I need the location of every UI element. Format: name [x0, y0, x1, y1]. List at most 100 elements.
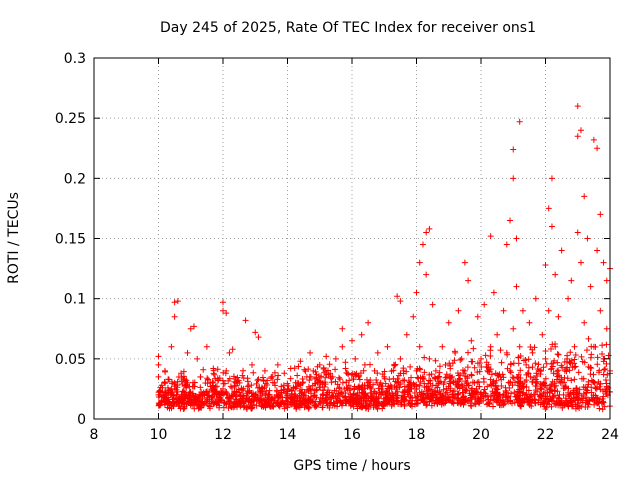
data-point — [313, 394, 320, 401]
data-point — [239, 372, 246, 379]
data-point — [523, 361, 530, 368]
data-point — [284, 385, 291, 392]
data-point — [581, 193, 588, 200]
baseline-point — [197, 404, 204, 411]
baseline-point — [423, 388, 430, 395]
baseline-point — [526, 396, 533, 403]
baseline-point — [532, 400, 539, 407]
baseline-point — [301, 389, 308, 396]
baseline-point — [302, 368, 309, 375]
baseline-point — [564, 364, 571, 371]
baseline-point — [213, 383, 220, 390]
data-point — [545, 205, 552, 212]
baseline-point — [410, 380, 417, 387]
baseline-point — [421, 369, 428, 376]
baseline-point — [493, 386, 500, 393]
baseline-point — [575, 369, 582, 376]
data-point — [310, 367, 317, 374]
baseline-point — [492, 383, 499, 390]
baseline-point — [522, 356, 529, 363]
baseline-point — [323, 371, 330, 378]
baseline-point — [463, 387, 470, 394]
x-tick-label: 18 — [408, 427, 426, 443]
baseline-point — [517, 403, 524, 410]
baseline-point — [467, 394, 474, 401]
baseline-point — [552, 387, 559, 394]
y-tick-label: 0.1 — [64, 292, 86, 308]
baseline-point — [544, 400, 551, 407]
baseline-point — [411, 401, 418, 408]
data-point — [345, 382, 352, 389]
baseline-point — [354, 405, 361, 412]
data-point — [432, 367, 439, 374]
baseline-point — [240, 367, 247, 374]
baseline-point — [448, 374, 455, 381]
data-point — [471, 379, 478, 386]
data-point — [384, 343, 391, 350]
baseline-point — [548, 387, 555, 394]
baseline-point — [487, 353, 494, 360]
baseline-point — [532, 360, 539, 367]
baseline-point — [294, 372, 301, 379]
data-point — [203, 397, 210, 404]
baseline-point — [457, 371, 464, 378]
chart-title: Day 245 of 2025, Rate Of TEC Index for r… — [160, 20, 536, 36]
data-point — [442, 361, 449, 368]
baseline-point — [292, 393, 299, 400]
baseline-point — [298, 399, 305, 406]
baseline-point — [372, 402, 379, 409]
data-point — [184, 379, 191, 386]
baseline-point — [354, 399, 361, 406]
baseline-point — [522, 392, 529, 399]
baseline-point — [435, 374, 442, 381]
data-point — [410, 313, 417, 320]
baseline-point — [342, 390, 349, 397]
baseline-point — [398, 399, 405, 406]
baseline-point — [334, 393, 341, 400]
baseline-point — [248, 402, 255, 409]
baseline-point — [555, 394, 562, 401]
baseline-point — [231, 401, 238, 408]
baseline-point — [516, 399, 523, 406]
baseline-point — [531, 396, 538, 403]
baseline-point — [525, 370, 532, 377]
baseline-point — [517, 367, 524, 374]
baseline-point — [370, 390, 377, 397]
baseline-point — [316, 384, 323, 391]
data-point — [590, 343, 597, 350]
baseline-point — [474, 398, 481, 405]
baseline-point — [180, 406, 187, 413]
baseline-point — [499, 401, 506, 408]
baseline-point — [590, 379, 597, 386]
baseline-point — [360, 386, 367, 393]
baseline-point — [488, 371, 495, 378]
baseline-point — [547, 382, 554, 389]
data-point — [349, 394, 355, 401]
x-tick-label: 14 — [279, 427, 297, 443]
baseline-point — [281, 405, 288, 412]
data-point — [419, 373, 426, 380]
baseline-point — [311, 375, 318, 382]
baseline-point — [179, 381, 186, 388]
data-point — [358, 389, 365, 396]
baseline-point — [405, 400, 412, 407]
baseline-point — [568, 357, 575, 364]
data-point — [336, 391, 343, 398]
baseline-point — [559, 404, 566, 411]
data-point — [174, 391, 181, 398]
baseline-point — [399, 377, 406, 384]
baseline-point — [421, 354, 428, 361]
baseline-point — [470, 390, 477, 397]
baseline-point — [570, 387, 577, 394]
data-point — [516, 118, 523, 125]
baseline-point — [597, 381, 604, 388]
y-axis-label: ROTI / TECUs — [6, 192, 22, 284]
baseline-point — [232, 401, 239, 408]
baseline-point — [304, 403, 311, 410]
baseline-point — [207, 405, 214, 412]
baseline-point — [226, 375, 233, 382]
baseline-point — [599, 342, 606, 349]
baseline-point — [527, 373, 534, 380]
data-point — [513, 283, 520, 290]
baseline-point — [395, 400, 402, 407]
